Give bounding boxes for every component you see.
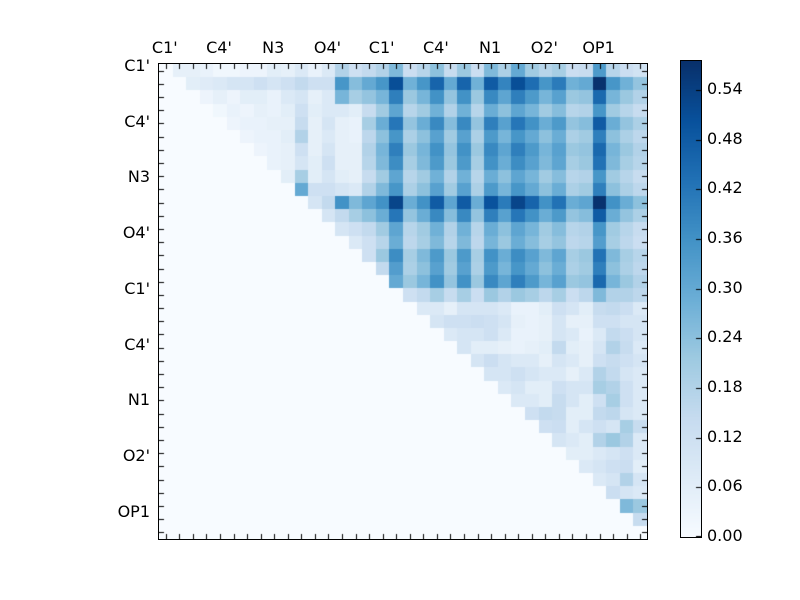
y-tick-label: N3 (127, 167, 150, 187)
x-tick-label: O2' (530, 38, 558, 57)
y-tick-label: O2' (122, 445, 150, 465)
colorbar-tick-label: 0.00 (707, 526, 743, 545)
colorbar-tick-label: 0.12 (707, 426, 743, 446)
x-tick-label: OP1 (582, 38, 615, 57)
colorbar-tick-label: 0.24 (707, 327, 743, 347)
colorbar-tick-label: 0.36 (707, 227, 743, 247)
x-tick-label: C1' (368, 38, 395, 57)
x-tick-label: N3 (262, 38, 285, 57)
y-tick-label: C4' (124, 111, 150, 131)
y-tick-label: C1' (124, 56, 150, 75)
colorbar-tick-label: 0.48 (707, 128, 743, 148)
y-tick-label: N1 (127, 390, 150, 410)
x-tick-label: C4' (206, 38, 232, 57)
y-tick-label: C1' (124, 278, 150, 298)
x-tick-label: O4' (313, 38, 342, 57)
colorbar-tick-label: 0.18 (707, 376, 743, 396)
x-tick-label: C4' (423, 38, 449, 57)
y-tick-label: C4' (124, 334, 150, 354)
colorbar-tick-label: 0.30 (707, 277, 743, 297)
colorbar-tick-label: 0.06 (707, 476, 743, 496)
colorbar (680, 60, 702, 538)
y-tick-label: OP1 (117, 501, 150, 521)
heatmap-canvas (158, 63, 648, 540)
x-tick-label: C1' (151, 38, 178, 57)
y-tick-label: O4' (122, 223, 150, 243)
colorbar-tick-label: 0.42 (707, 178, 743, 198)
colorbar-tick-label: 0.54 (707, 78, 743, 98)
x-tick-label: N1 (479, 38, 502, 57)
